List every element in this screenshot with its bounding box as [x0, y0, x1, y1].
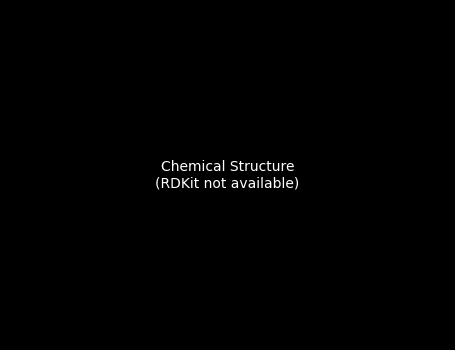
Text: Chemical Structure
(RDKit not available): Chemical Structure (RDKit not available) — [155, 160, 300, 190]
